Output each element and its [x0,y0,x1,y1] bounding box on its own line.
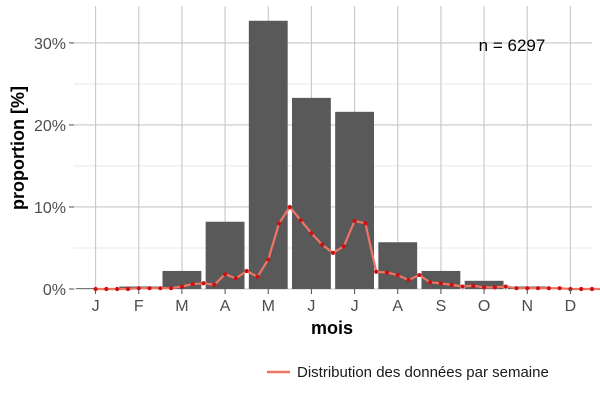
x-tick-label: A [392,298,403,315]
y-tick-label: 0% [43,282,66,299]
weekly-point [136,286,141,291]
x-tick-label: J [351,298,359,315]
weekly-point [201,281,206,286]
y-tick-label: 30% [34,36,66,53]
weekly-point [276,221,282,226]
weekly-point [222,272,228,277]
y-tick-label: 20% [34,118,66,135]
weekly-point [115,286,120,292]
weekly-point [406,277,411,283]
y-tick-label: 10% [34,200,66,217]
x-tick-label: D [565,298,577,315]
weekly-point [244,268,249,274]
weekly-point [546,286,551,291]
weekly-point [363,221,368,226]
weekly-point [438,281,444,286]
weekly-point [417,272,422,278]
weekly-point [503,284,508,289]
weekly-point [233,276,238,281]
weekly-point [212,282,217,287]
weekly-point [320,242,325,247]
weekly-point [255,274,260,279]
weekly-point [330,250,336,256]
weekly-point [179,284,185,289]
bars [76,20,590,290]
bar-9 [464,280,504,289]
legend: Distribution des données par semaine [267,364,549,381]
bar-7 [378,242,418,289]
weekly-point [428,280,433,285]
y-axis-title: proportion [%] [8,86,28,210]
weekly-point [104,286,109,292]
weekly-point [190,281,195,287]
weekly-point [471,283,476,288]
x-tick-label: A [220,298,231,315]
bar-5 [291,97,331,289]
weekly-point [158,286,163,291]
weekly-point [341,244,346,249]
x-tick-label: J [92,298,100,315]
x-tick-label: F [134,298,144,315]
weekly-point [384,270,390,275]
sample-size-annotation: n = 6297 [479,36,546,55]
bar-6 [335,111,375,290]
bar-4 [248,20,288,289]
weekly-point [374,269,379,274]
weekly-point [287,204,292,210]
weekly-point [266,257,271,262]
x-tick-label: J [307,298,315,315]
weekly-point [514,286,519,291]
x-tick-label: O [478,298,490,315]
weekly-point [395,272,400,278]
weekly-point [460,284,465,289]
weekly-point [449,282,454,287]
weekly-point [492,285,497,290]
weekly-point [169,286,174,291]
weekly-point [589,286,595,292]
weekly-point [525,286,530,291]
weekly-point [535,286,541,291]
x-axis-title: mois [311,318,353,338]
x-tick-label: M [262,298,275,315]
x-tick-label: S [436,298,447,315]
y-axis: 0% 10% 20% 30% [34,36,74,299]
weekly-point [309,231,314,236]
bar-3 [205,221,245,289]
weekly-point [147,286,152,291]
weekly-point [579,286,584,292]
weekly-point [557,286,562,291]
weekly-point [298,217,303,223]
weekly-point [352,218,357,224]
legend-label: Distribution des données par semaine [297,364,549,381]
x-tick-label: N [521,298,533,315]
weekly-line-series [93,204,600,292]
weekly-point [481,285,487,290]
weekly-point [125,286,131,292]
x-tick-label: M [175,298,188,315]
